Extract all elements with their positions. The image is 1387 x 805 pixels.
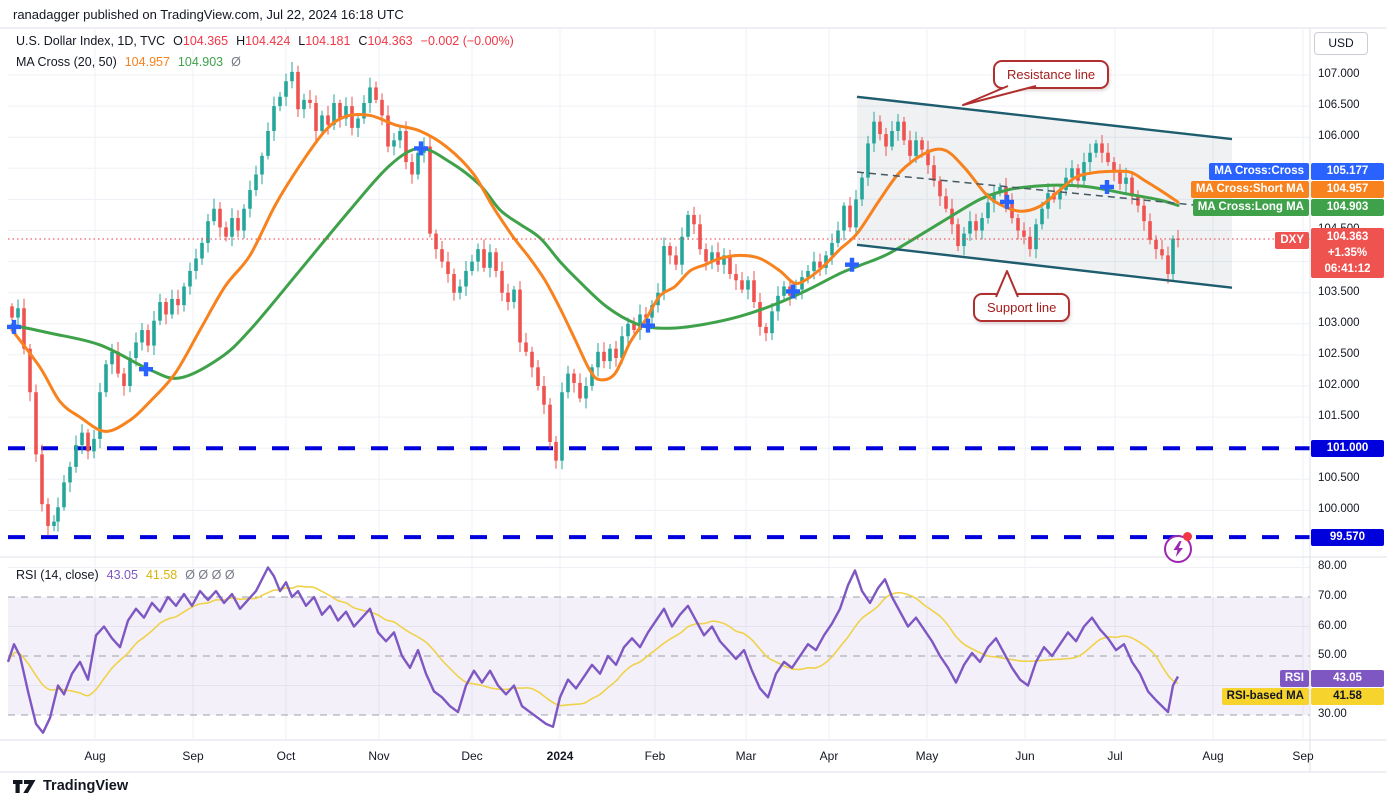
month-tick-label: Oct [276,749,296,763]
notification-dot [1183,532,1192,541]
series-name-tag: MA Cross:Cross [1209,163,1309,180]
month-tick-label: Mar [735,749,757,763]
published-line: ranadagger published on TradingView.com,… [13,7,404,22]
price-tick-label: 60.00 [1318,620,1347,632]
month-tick-label: May [915,749,939,763]
axis-value-label: 104.903 [1311,199,1384,216]
ohlc-change: −0.002 (−0.00%) [420,34,514,48]
price-tick-label: 80.00 [1318,560,1347,572]
rsi-value: 43.05 [106,568,138,582]
rsi-ma-value: 41.58 [145,568,178,582]
month-tick-label: 2024 [546,749,574,763]
month-tick-label: Jun [1015,749,1035,763]
price-tick-label: 106.000 [1318,130,1360,142]
ma-cross-title: MA Cross (20, 50) [16,55,117,69]
series-name-tag: RSI [1279,670,1309,687]
series-name-tag: MA Cross:Long MA [1192,199,1309,216]
tradingview-logo[interactable]: TradingView [13,778,128,794]
price-tick-label: 103.500 [1318,286,1360,298]
month-tick-label: Aug [84,749,106,763]
brand-name: TradingView [43,778,129,794]
series-name-tag: RSI-based MA [1221,688,1309,705]
month-tick-label: Jul [1107,749,1123,763]
price-tick-label: 100.000 [1318,503,1360,515]
visibility-eye-icons[interactable]: Ø Ø Ø Ø [185,568,235,582]
price-tick-label: 30.00 [1318,708,1347,720]
support-annotation[interactable]: Support line [973,293,1071,322]
resistance-annotation[interactable]: Resistance line [993,60,1110,89]
series-name-tag: MA Cross:Short MA [1190,181,1309,198]
tradingview-mark-icon [13,779,36,793]
price-tick-label: 102.500 [1318,348,1360,360]
price-tick-label: 70.00 [1318,590,1347,602]
month-tick-label: Feb [644,749,666,763]
axis-value-label: 41.58 [1311,688,1384,705]
price-tick-label: 103.000 [1318,317,1360,329]
price-tick-label: 50.00 [1318,649,1347,661]
ohlc-low: L104.181 [298,34,351,48]
price-tick-label: 107.000 [1318,68,1360,80]
month-tick-label: Sep [182,749,204,763]
month-tick-label: Apr [819,749,839,763]
month-tick-label: Dec [461,749,483,763]
axis-value-label: 105.177 [1311,163,1384,180]
month-tick-label: Sep [1292,749,1314,763]
ma-cross-legend[interactable]: MA Cross (20, 50) 104.957 104.903 Ø [16,55,241,69]
currency-button[interactable]: USD [1314,32,1368,55]
ohlc-high: H104.424 [236,34,291,48]
ohlc-close: C104.363 [358,34,413,48]
ma-short-value: 104.957 [124,55,170,69]
level-price-label: 101.000 [1311,440,1384,457]
rsi-title: RSI (14, close) [16,568,99,582]
level-price-label: 99.570 [1311,529,1384,546]
price-tick-label: 100.500 [1318,472,1360,484]
dxy-price-label: 104.363 +1.35% 06:41:12 [1311,228,1384,278]
month-tick-label: Aug [1202,749,1224,763]
ma-long-value: 104.903 [177,55,224,69]
month-tick-label: Nov [368,749,390,763]
axis-value-label: 104.957 [1311,181,1384,198]
symbol-title: U.S. Dollar Index, 1D, TVC [16,34,166,48]
visibility-eye-icon[interactable]: Ø [231,55,241,69]
ohlc-open: O104.365 [173,34,229,48]
price-tick-label: 101.500 [1318,410,1360,422]
rsi-legend[interactable]: RSI (14, close) 43.05 41.58 Ø Ø Ø Ø [16,568,235,582]
lightning-bolt-icon [1173,541,1183,557]
price-tick-label: 106.500 [1318,99,1360,111]
price-tick-label: 102.000 [1318,379,1360,391]
axis-value-label: 43.05 [1311,670,1384,687]
symbol-legend[interactable]: U.S. Dollar Index, 1D, TVC O104.365 H104… [16,34,514,48]
series-name-tag: DXY [1275,232,1309,249]
